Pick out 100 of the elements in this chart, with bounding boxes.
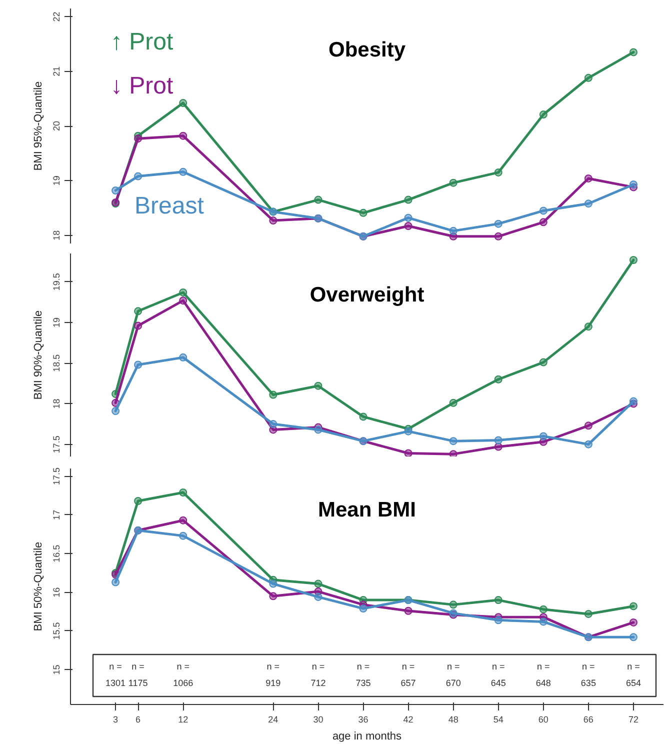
point (179, 353, 188, 362)
y-tick-label: 16.5 (52, 544, 62, 562)
annotation: 1066 (173, 678, 194, 688)
point (179, 132, 188, 140)
point (179, 288, 188, 296)
y-axis-title: BMI 90%-Quantile (32, 310, 44, 400)
point (179, 296, 188, 305)
point (629, 397, 638, 406)
annotation: n = (492, 662, 505, 672)
point (269, 580, 278, 588)
point (629, 48, 638, 56)
point (179, 516, 188, 524)
y-tick-label: 19 (52, 176, 62, 186)
point (494, 442, 502, 451)
annotation: n = (537, 662, 550, 672)
point (629, 633, 638, 642)
x-tick-label: 48 (448, 714, 458, 724)
point (449, 226, 458, 235)
annotation: n = (402, 662, 415, 672)
point (629, 180, 638, 188)
point (539, 110, 548, 119)
point (314, 580, 322, 588)
point (404, 196, 412, 204)
y-tick-label: 18.5 (52, 354, 62, 372)
y-axis-title: BMI 50%-Quantile (32, 542, 44, 632)
y-tick-label: 22 (52, 12, 62, 22)
point (629, 618, 638, 626)
annotation: n = (312, 662, 325, 672)
point (449, 398, 458, 407)
point (404, 222, 412, 230)
annotation: 657 (400, 678, 416, 688)
y-tick-label: 17 (52, 510, 62, 520)
point (584, 422, 592, 430)
annotation: 1175 (128, 678, 148, 688)
point (134, 307, 142, 316)
annotation: n = (176, 662, 190, 672)
point (449, 178, 458, 187)
point (404, 214, 412, 222)
x-tick-label: 60 (538, 714, 548, 724)
y-tick-label: 20 (52, 120, 62, 132)
point (314, 426, 322, 434)
x-tick-label: 3 (113, 714, 118, 724)
y-tick-label: 19.5 (52, 273, 62, 291)
point (134, 134, 142, 143)
y-tick-label: 21 (52, 66, 62, 76)
point (584, 74, 592, 82)
point (584, 610, 592, 618)
text: Obesity (328, 38, 406, 62)
point (134, 360, 142, 369)
point (449, 437, 458, 446)
point (179, 99, 188, 108)
point (314, 196, 322, 204)
point (179, 532, 188, 540)
point (112, 578, 120, 586)
point (494, 168, 502, 176)
point (359, 412, 368, 421)
point (494, 232, 502, 240)
annotation: 648 (536, 678, 551, 688)
point (449, 450, 458, 456)
point (404, 427, 412, 436)
point (584, 174, 592, 182)
annotation: 645 (490, 678, 506, 688)
annotation: n = (356, 662, 370, 672)
annotation: 654 (626, 678, 641, 688)
y-tick-label: 19 (52, 318, 62, 328)
annotation: n = (582, 662, 595, 672)
point (404, 606, 412, 615)
point (539, 218, 548, 226)
point (359, 208, 368, 217)
x-tick-label: 30 (313, 714, 324, 724)
x-tick-label: 66 (583, 714, 594, 724)
point (539, 358, 548, 366)
annotation: 635 (580, 678, 596, 688)
y-tick-label: 15.5 (52, 622, 62, 640)
point (539, 432, 548, 440)
point (269, 216, 278, 225)
point (539, 206, 548, 215)
series-label: Breast (134, 192, 204, 220)
y-tick-label: 15 (52, 664, 62, 675)
point (629, 256, 638, 264)
point (179, 168, 188, 176)
point (314, 382, 322, 390)
point (539, 618, 548, 626)
annotation: 1301 (106, 678, 126, 688)
point (494, 375, 502, 384)
point (404, 449, 412, 456)
y-tick-label: 17.5 (52, 436, 62, 454)
annotation: 735 (356, 678, 371, 688)
point (269, 592, 278, 600)
x-tick-label: 12 (178, 714, 188, 724)
x-tick-label: 24 (268, 714, 278, 724)
annotation: n = (109, 662, 122, 672)
point (584, 200, 592, 208)
y-axis-title: BMI 95%-Quantile (32, 81, 44, 171)
point (494, 220, 502, 228)
point (359, 604, 368, 613)
x-tick-label: 72 (628, 714, 638, 724)
point (494, 616, 502, 624)
annotation: n = (446, 662, 460, 672)
point (134, 497, 142, 505)
